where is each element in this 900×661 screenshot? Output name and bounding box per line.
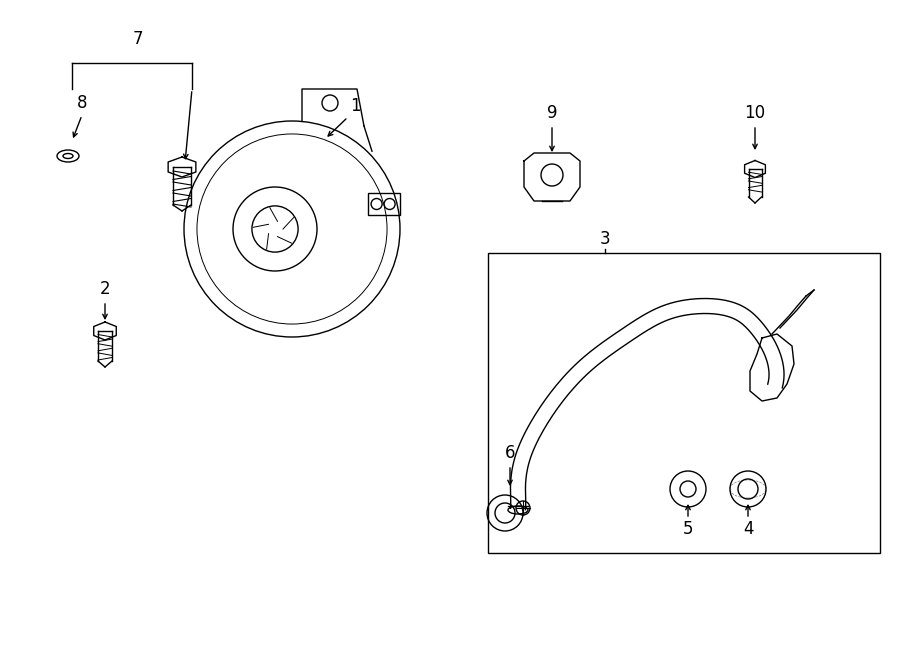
Text: 5: 5 [683,520,693,538]
Text: 8: 8 [76,94,87,112]
Text: 4: 4 [742,520,753,538]
Text: 2: 2 [100,280,111,298]
Bar [367,193,400,215]
Bar [488,253,880,553]
Text: 6: 6 [505,444,515,462]
Text: 10: 10 [744,104,766,122]
Text: 3: 3 [599,230,610,248]
Text: 9: 9 [547,104,557,122]
Text: 1: 1 [350,97,360,115]
Text: 7: 7 [133,30,143,48]
